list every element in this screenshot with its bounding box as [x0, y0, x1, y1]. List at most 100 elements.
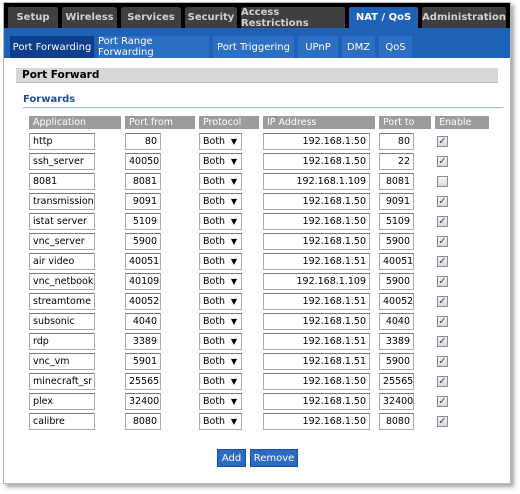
- ip-address-input[interactable]: 192.168.1.51: [263, 293, 370, 310]
- ip-address-input[interactable]: 192.168.1.109: [263, 173, 370, 190]
- enable-checkbox[interactable]: [437, 176, 448, 187]
- subtab-port-triggering[interactable]: Port Triggering: [213, 36, 294, 58]
- port-from-input[interactable]: 80: [125, 133, 161, 150]
- protocol-select[interactable]: Both ▼: [199, 253, 242, 270]
- port-from-input[interactable]: 40050: [125, 153, 161, 170]
- enable-checkbox[interactable]: ✓: [437, 356, 448, 367]
- port-to-input[interactable]: 40051: [379, 253, 414, 270]
- port-to-input[interactable]: 22: [379, 153, 414, 170]
- enable-checkbox[interactable]: ✓: [437, 316, 448, 327]
- port-to-input[interactable]: 5109: [379, 213, 414, 230]
- port-to-input[interactable]: 5900: [379, 273, 414, 290]
- ip-address-input[interactable]: 192.168.1.50: [263, 413, 370, 430]
- enable-checkbox[interactable]: ✓: [437, 236, 448, 247]
- add-button[interactable]: Add: [217, 449, 246, 467]
- protocol-select[interactable]: Both ▼: [199, 393, 242, 410]
- ip-address-input[interactable]: 192.168.1.50: [263, 373, 370, 390]
- ip-address-input[interactable]: 192.168.1.51: [263, 353, 370, 370]
- enable-checkbox[interactable]: ✓: [437, 396, 448, 407]
- enable-checkbox[interactable]: ✓: [437, 256, 448, 267]
- port-to-input[interactable]: 5900: [379, 353, 414, 370]
- enable-checkbox[interactable]: ✓: [437, 156, 448, 167]
- port-from-input[interactable]: 3389: [125, 333, 161, 350]
- port-to-input[interactable]: 4040: [379, 313, 414, 330]
- application-input[interactable]: ssh_server: [29, 153, 95, 170]
- port-from-input[interactable]: 25565: [125, 373, 161, 390]
- port-to-input[interactable]: 9091: [379, 193, 414, 210]
- port-to-input[interactable]: 8080: [379, 413, 414, 430]
- ip-address-input[interactable]: 192.168.1.50: [263, 133, 370, 150]
- subtab-qos[interactable]: QoS: [379, 36, 412, 58]
- tab-access-restrictions[interactable]: Access Restrictions: [241, 7, 345, 29]
- port-to-input[interactable]: 40052: [379, 293, 414, 310]
- port-from-input[interactable]: 8080: [125, 413, 161, 430]
- tab-administration[interactable]: Administration: [422, 7, 506, 28]
- tab-security[interactable]: Security: [185, 7, 237, 28]
- subtab-dmz[interactable]: DMZ: [342, 36, 375, 58]
- application-input[interactable]: subsonic: [29, 313, 95, 330]
- application-input[interactable]: minecraft_sr: [29, 373, 95, 390]
- protocol-select[interactable]: Both ▼: [199, 173, 242, 190]
- port-from-input[interactable]: 9091: [125, 193, 161, 210]
- enable-checkbox[interactable]: ✓: [437, 416, 448, 427]
- application-input[interactable]: 8081: [29, 173, 95, 190]
- port-to-input[interactable]: 80: [379, 133, 414, 150]
- application-input[interactable]: air video: [29, 253, 95, 270]
- application-input[interactable]: http: [29, 133, 95, 150]
- enable-checkbox[interactable]: ✓: [437, 196, 448, 207]
- protocol-select[interactable]: Both ▼: [199, 373, 242, 390]
- port-from-input[interactable]: 8081: [125, 173, 161, 190]
- ip-address-input[interactable]: 192.168.1.50: [263, 153, 370, 170]
- application-input[interactable]: vnc_vm: [29, 353, 95, 370]
- application-input[interactable]: plex: [29, 393, 95, 410]
- protocol-select[interactable]: Both ▼: [199, 233, 242, 250]
- application-input[interactable]: rdp: [29, 333, 95, 350]
- ip-address-input[interactable]: 192.168.1.109: [263, 273, 370, 290]
- enable-checkbox[interactable]: ✓: [437, 336, 448, 347]
- port-from-input[interactable]: 40052: [125, 293, 161, 310]
- tab-setup[interactable]: Setup: [8, 7, 58, 28]
- port-to-input[interactable]: 32400: [379, 393, 414, 410]
- port-to-input[interactable]: 3389: [379, 333, 414, 350]
- application-input[interactable]: streamtome: [29, 293, 95, 310]
- protocol-select[interactable]: Both ▼: [199, 153, 242, 170]
- application-input[interactable]: istat server: [29, 213, 95, 230]
- ip-address-input[interactable]: 192.168.1.50: [263, 193, 370, 210]
- application-input[interactable]: vnc_netbook: [29, 273, 95, 290]
- tab-services[interactable]: Services: [121, 7, 181, 28]
- port-to-input[interactable]: 25565: [379, 373, 414, 390]
- subtab-port-range-forwarding[interactable]: Port Range Forwarding: [98, 36, 209, 58]
- protocol-select[interactable]: Both ▼: [199, 273, 242, 290]
- subtab-port-forwarding[interactable]: Port Forwarding: [10, 36, 94, 58]
- protocol-select[interactable]: Both ▼: [199, 293, 242, 310]
- port-from-input[interactable]: 40109: [125, 273, 161, 290]
- port-from-input[interactable]: 4040: [125, 313, 161, 330]
- port-from-input[interactable]: 40051: [125, 253, 161, 270]
- ip-address-input[interactable]: 192.168.1.51: [263, 253, 370, 270]
- protocol-select[interactable]: Both ▼: [199, 353, 242, 370]
- ip-address-input[interactable]: 192.168.1.51: [263, 333, 370, 350]
- port-from-input[interactable]: 32400: [125, 393, 161, 410]
- remove-button[interactable]: Remove: [250, 449, 298, 467]
- protocol-select[interactable]: Both ▼: [199, 313, 242, 330]
- enable-checkbox[interactable]: ✓: [437, 376, 448, 387]
- ip-address-input[interactable]: 192.168.1.50: [263, 233, 370, 250]
- enable-checkbox[interactable]: ✓: [437, 136, 448, 147]
- tab-wireless[interactable]: Wireless: [62, 7, 117, 28]
- enable-checkbox[interactable]: ✓: [437, 296, 448, 307]
- application-input[interactable]: transmission: [29, 193, 95, 210]
- protocol-select[interactable]: Both ▼: [199, 213, 242, 230]
- protocol-select[interactable]: Both ▼: [199, 193, 242, 210]
- enable-checkbox[interactable]: ✓: [437, 216, 448, 227]
- ip-address-input[interactable]: 192.168.1.50: [263, 213, 370, 230]
- application-input[interactable]: calibre: [29, 413, 95, 430]
- subtab-upnp[interactable]: UPnP: [298, 36, 338, 58]
- application-input[interactable]: vnc_server: [29, 233, 95, 250]
- enable-checkbox[interactable]: ✓: [437, 276, 448, 287]
- port-to-input[interactable]: 5900: [379, 233, 414, 250]
- ip-address-input[interactable]: 192.168.1.50: [263, 393, 370, 410]
- protocol-select[interactable]: Both ▼: [199, 133, 242, 150]
- port-from-input[interactable]: 5901: [125, 353, 161, 370]
- port-to-input[interactable]: 8081: [379, 173, 414, 190]
- port-from-input[interactable]: 5109: [125, 213, 161, 230]
